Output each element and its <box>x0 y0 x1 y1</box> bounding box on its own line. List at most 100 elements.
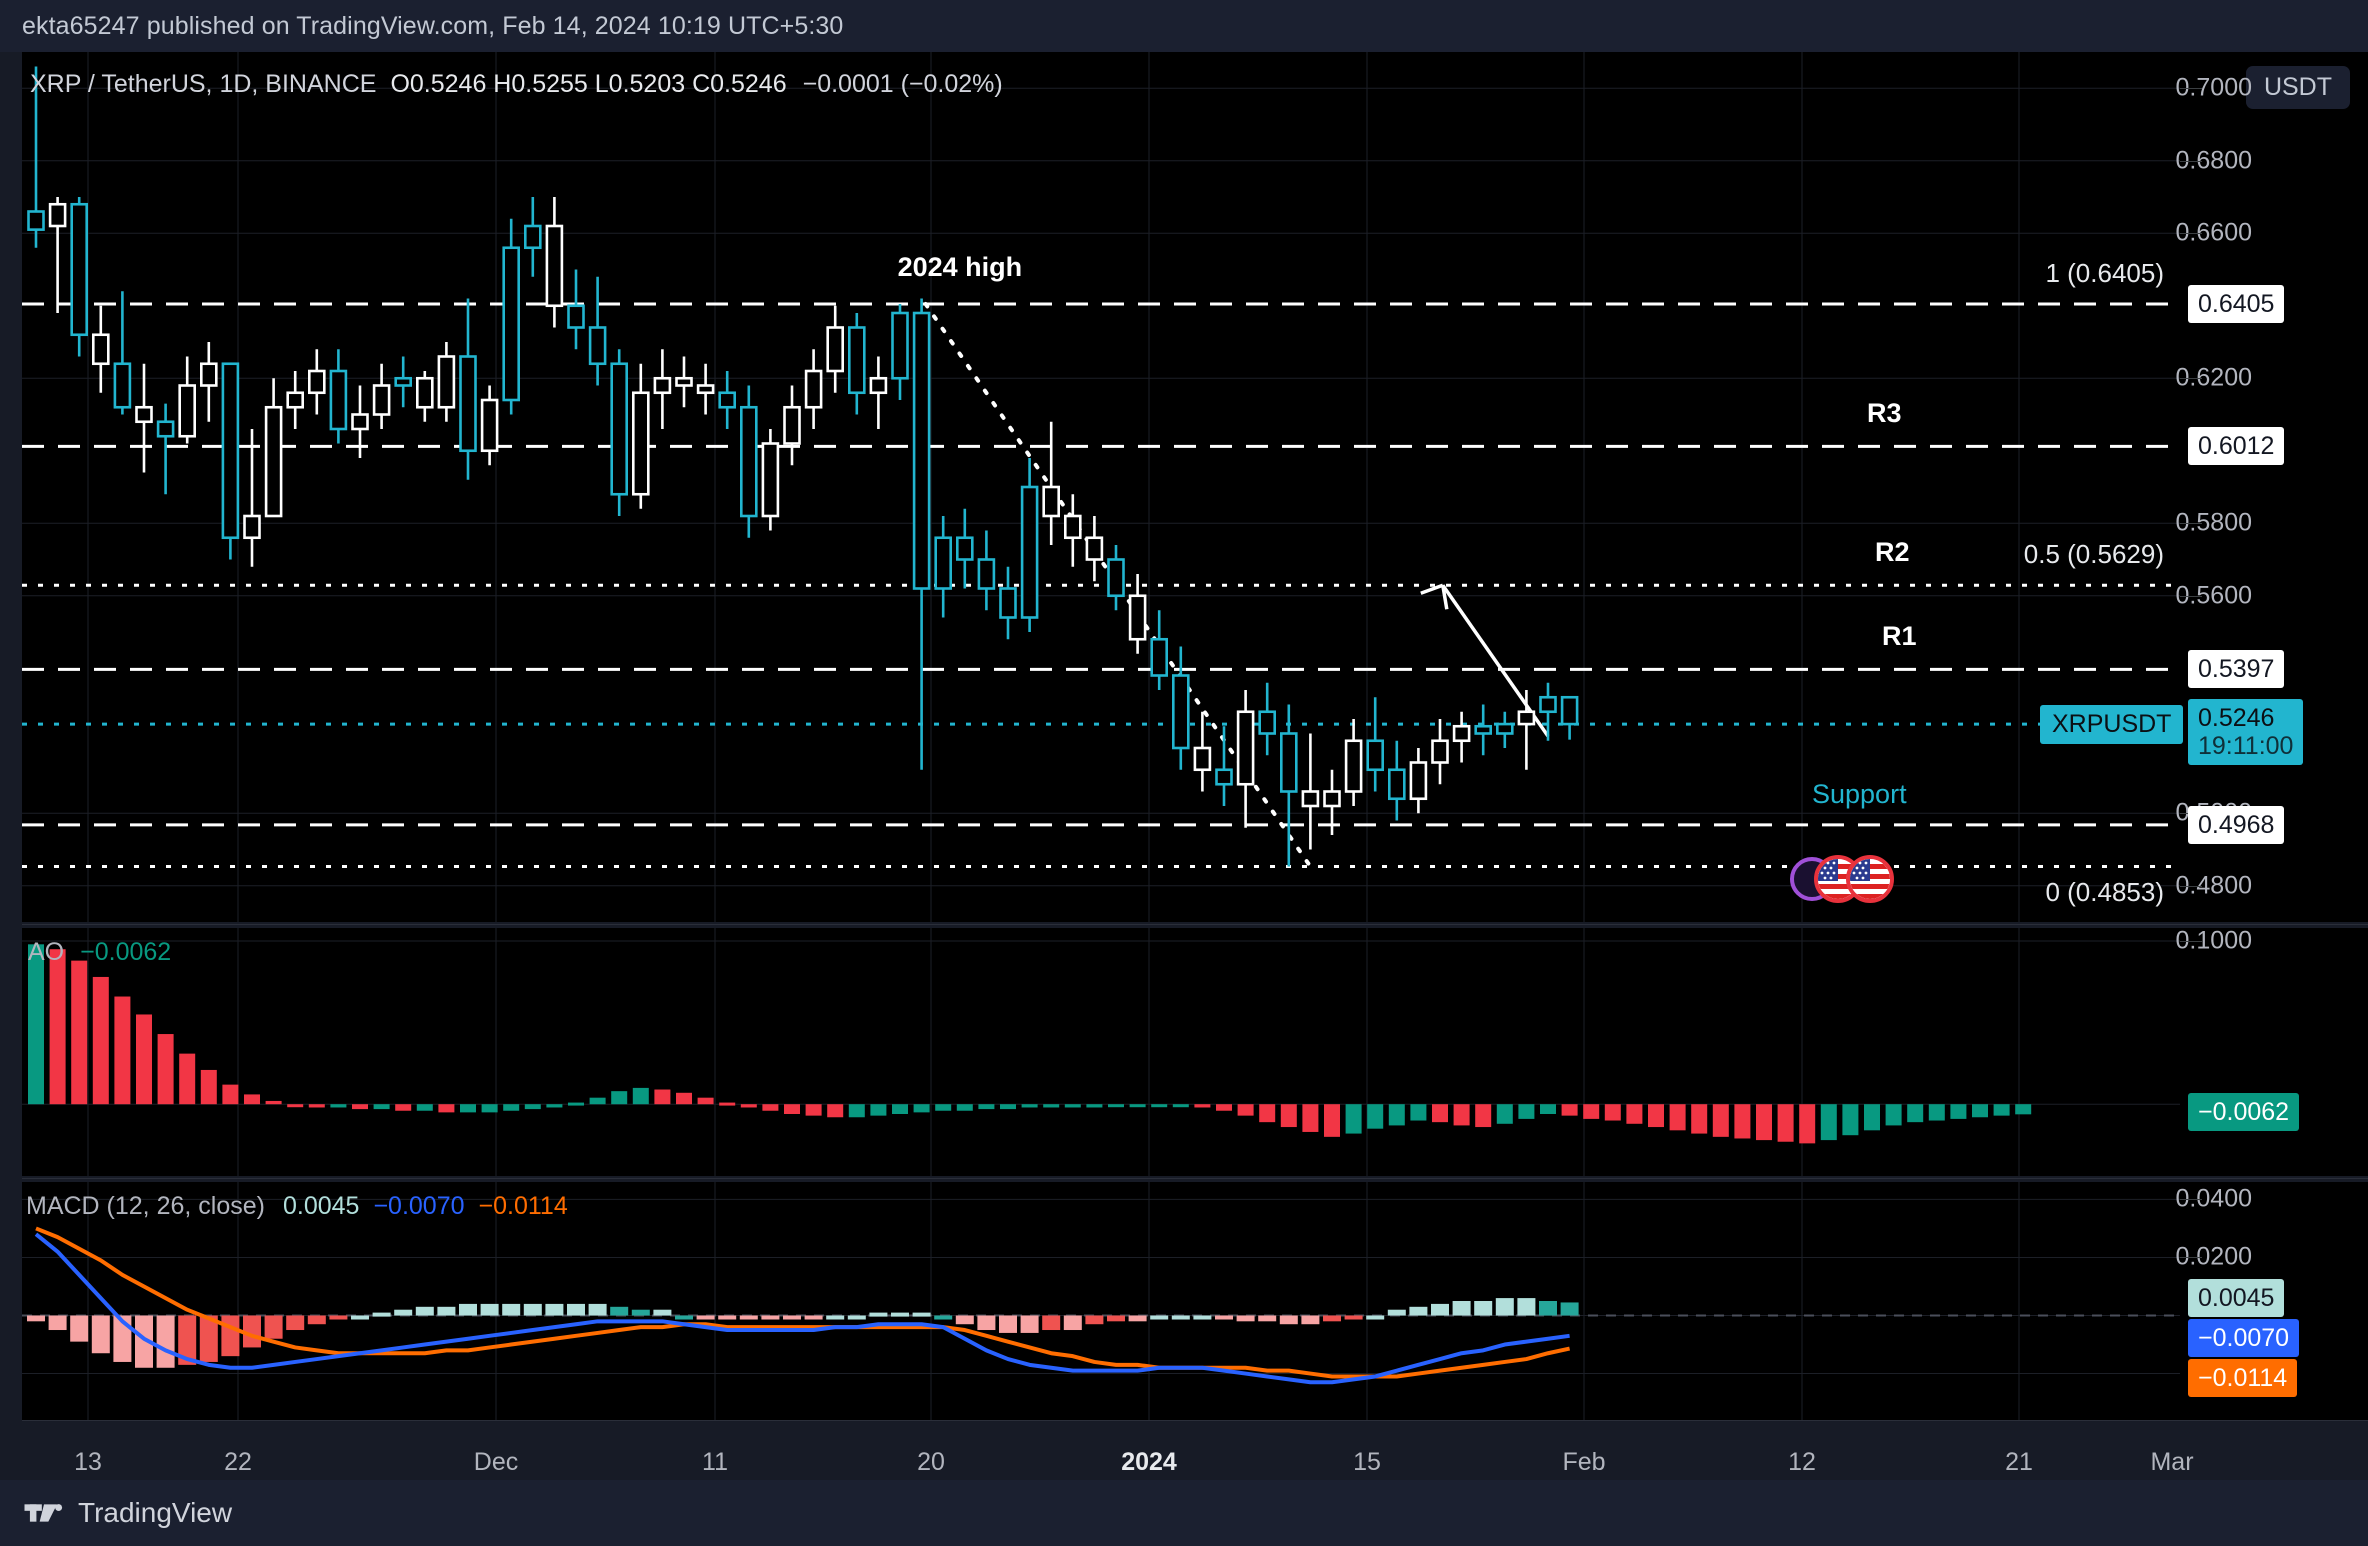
macd-histogram-bar <box>1215 1315 1233 1320</box>
ao-pane[interactable] <box>22 928 2180 1176</box>
ao-bar <box>179 1053 196 1105</box>
macd-histogram-bar <box>675 1315 693 1320</box>
time-label-2024: 2024 <box>1121 1448 1177 1476</box>
macd-histogram-bar <box>1020 1315 1039 1333</box>
price-badge-0.5397[interactable]: 0.5397 <box>2188 650 2285 689</box>
macd-histogram-bar <box>783 1315 801 1320</box>
macd-histogram-bar <box>869 1312 888 1317</box>
macd-histogram-bar <box>502 1303 521 1316</box>
macd-histogram-bar <box>1279 1315 1298 1325</box>
ao-bar <box>1691 1104 1708 1134</box>
macd-histogram-bar <box>1258 1315 1277 1322</box>
candle-body <box>200 362 218 387</box>
macd-histogram-bar <box>523 1303 542 1316</box>
candle-body <box>1215 768 1233 786</box>
candle-body <box>567 304 585 329</box>
candle-body <box>178 384 196 438</box>
macd-histogram-bar <box>1301 1315 1320 1325</box>
price-badge-0.6405[interactable]: 0.6405 <box>2188 284 2285 323</box>
ao-bar <box>1453 1104 1470 1126</box>
ao-bar <box>416 1104 433 1111</box>
price-badge-0.4968[interactable]: 0.4968 <box>2188 805 2285 844</box>
macd-badge-2[interactable]: −0.0114 <box>2188 1359 2298 1398</box>
ao-bar <box>1648 1104 1664 1128</box>
pane-divider-1 <box>22 924 2368 925</box>
ao-bar <box>913 1104 930 1113</box>
price-tick-0.6600: 0.6600 <box>2175 218 2252 247</box>
candle-body <box>1301 790 1320 808</box>
price-chart-canvas <box>22 52 2180 922</box>
macd-line <box>34 1232 1570 1385</box>
macd-histogram-bar <box>610 1306 629 1316</box>
ao-bar <box>1259 1104 1276 1123</box>
tradingview-logo[interactable]: TradingView <box>24 1497 232 1529</box>
candle-body <box>955 536 974 561</box>
candle-body <box>696 384 715 395</box>
candle-body <box>1085 536 1104 561</box>
ao-bar <box>1669 1104 1686 1131</box>
candle-body <box>1042 485 1061 518</box>
ao-bar <box>352 1104 368 1110</box>
last-price-badge[interactable]: 0.5246 19:11:00 <box>2188 699 2304 766</box>
ao-bar <box>719 1102 736 1106</box>
macd-histogram-bar <box>1236 1315 1255 1322</box>
macd-histogram-bar <box>372 1312 391 1317</box>
price-tick-0.7000-mark <box>2180 88 2202 90</box>
candle-body <box>1431 739 1449 764</box>
ao-bar <box>827 1104 844 1118</box>
macd-histogram-bar <box>653 1309 672 1316</box>
ao-bar <box>28 944 44 1105</box>
symbol-price-chip[interactable]: XRPUSDT <box>2040 705 2184 745</box>
macd-badge-1[interactable]: −0.0070 <box>2188 1319 2300 1358</box>
ao-bar <box>848 1104 865 1118</box>
ao-bar <box>1043 1104 1060 1108</box>
macd-pane[interactable] <box>22 1182 2180 1420</box>
ao-bar <box>1972 1104 1988 1118</box>
macd-histogram-bar <box>394 1309 413 1316</box>
price-axis-unit[interactable]: USDT <box>2245 66 2350 109</box>
macd-signal-line <box>35 1226 1571 1379</box>
macd-histogram-bar <box>588 1303 607 1316</box>
ao-bar <box>92 976 109 1105</box>
ao-bar <box>308 1104 325 1108</box>
candle-body <box>1366 739 1384 772</box>
bull-arrow-head <box>1420 583 1449 610</box>
candle-body <box>891 311 909 380</box>
macd-histogram-bar <box>934 1315 953 1320</box>
macd-badge-0[interactable]: 0.0045 <box>2188 1279 2285 1318</box>
macd-histogram-bar <box>48 1315 67 1331</box>
candle-body <box>783 405 801 445</box>
ao-bar <box>546 1104 563 1108</box>
candle-body <box>394 376 413 387</box>
ao-bar <box>805 1104 822 1116</box>
candle-body <box>459 355 477 453</box>
price-tick-0.5600: 0.5600 <box>2175 581 2252 610</box>
ao-bar <box>978 1104 995 1110</box>
ao-bar <box>136 1014 152 1105</box>
macd-axis[interactable]: 0.0400 0.0200 0.0045 −0.0070 −0.0114 <box>2176 1182 2368 1420</box>
candle-body <box>1323 790 1341 808</box>
ao-bar <box>524 1104 541 1110</box>
candle-body <box>1496 722 1514 735</box>
economic-event-icon-us-2[interactable] <box>1846 855 1894 904</box>
ao-bar <box>589 1097 606 1105</box>
price-pane[interactable] <box>22 52 2180 922</box>
candle-body <box>1409 761 1428 801</box>
macd-histogram-bar <box>156 1315 175 1368</box>
ao-value-badge[interactable]: −0.0062 <box>2188 1093 2300 1132</box>
ao-bar <box>1561 1104 1578 1116</box>
ao-bar <box>287 1104 304 1108</box>
price-axis[interactable]: USDT 0.7000 0.6800 0.6600 0.6200 0.5800 0.560… <box>2040 52 2368 922</box>
ao-axis[interactable]: 0.1000 −0.0062 <box>2176 927 2368 1176</box>
time-label-11: 11 <box>702 1448 728 1476</box>
ao-bar <box>654 1089 671 1105</box>
macd-tick-0.0400-mark <box>2180 1199 2202 1201</box>
ao-bar <box>1950 1104 1967 1119</box>
macd-histogram-bar <box>459 1303 477 1316</box>
candle-body <box>135 405 153 424</box>
price-badge-0.6012[interactable]: 0.6012 <box>2188 427 2285 466</box>
candle-body <box>934 536 953 590</box>
macd-histogram-bar <box>977 1315 996 1331</box>
ao-bar <box>1064 1104 1081 1108</box>
ao-bar <box>1712 1104 1729 1137</box>
